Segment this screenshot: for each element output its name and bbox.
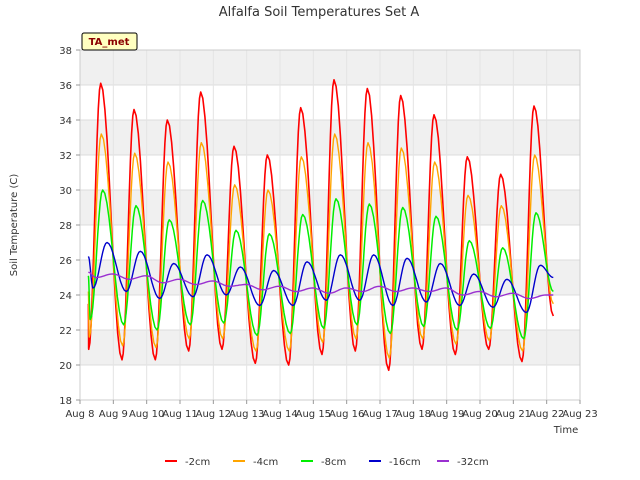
y-tick-label: 36	[59, 81, 72, 92]
chart-title: Alfalfa Soil Temperatures Set A	[219, 5, 420, 20]
y-tick-label: 38	[59, 46, 72, 57]
legend-label: -4cm	[253, 457, 278, 468]
x-tick-label: Aug 16	[329, 409, 364, 420]
legend-label: -32cm	[457, 457, 489, 468]
x-tick-label: Aug 8	[65, 409, 94, 420]
x-tick-label: Aug 14	[262, 409, 297, 420]
tag-label: TA_met	[89, 37, 130, 48]
series-line-neg32cm	[88, 271, 554, 300]
x-tick-label: Aug 21	[496, 409, 531, 420]
x-axis-label: Time	[553, 425, 578, 436]
x-tick-label: Aug 18	[396, 409, 431, 420]
y-tick-label: 26	[59, 256, 72, 267]
tag-box-frame	[81, 32, 138, 51]
x-tick-label: Aug 13	[229, 409, 264, 420]
x-tick-label: Aug 11	[162, 409, 197, 420]
y-tick-label: 34	[59, 116, 72, 127]
plot-band	[80, 330, 580, 365]
y-tick-label: 22	[59, 326, 72, 337]
x-tick-label: Aug 12	[196, 409, 231, 420]
x-tick-label: Aug 15	[296, 409, 331, 420]
series-line-neg16cm	[87, 241, 554, 314]
plot-band	[80, 50, 580, 85]
tag-box: TA_met	[81, 32, 138, 51]
y-tick-label: 32	[59, 151, 72, 162]
y-tick-label: 28	[59, 221, 72, 232]
series-line-neg4cm	[87, 133, 554, 359]
y-tick-label: 18	[59, 396, 72, 407]
y-tick-label: 24	[59, 291, 72, 302]
series-lines	[87, 79, 555, 372]
x-tick-label: Aug 20	[462, 409, 497, 420]
x-tick-label: Aug 23	[562, 409, 597, 420]
x-tick-label: Aug 19	[429, 409, 464, 420]
x-tick-label: Aug 9	[99, 409, 128, 420]
legend-label: -8cm	[321, 457, 346, 468]
legend-label: -16cm	[389, 457, 421, 468]
legend-label: -2cm	[185, 457, 210, 468]
y-axis-ticks: 18 20 22 24 26 28 30 32 34 36 38	[59, 46, 80, 407]
y-tick-label: 20	[59, 361, 72, 372]
x-tick-label: Aug 22	[529, 409, 564, 420]
y-axis-label: Soil Temperature (C)	[9, 174, 20, 277]
legend: -2cm -4cm -8cm -16cm -32cm	[165, 457, 489, 468]
x-tick-label: Aug 17	[362, 409, 397, 420]
y-tick-label: 30	[59, 186, 72, 197]
x-tick-label: Aug 10	[129, 409, 164, 420]
